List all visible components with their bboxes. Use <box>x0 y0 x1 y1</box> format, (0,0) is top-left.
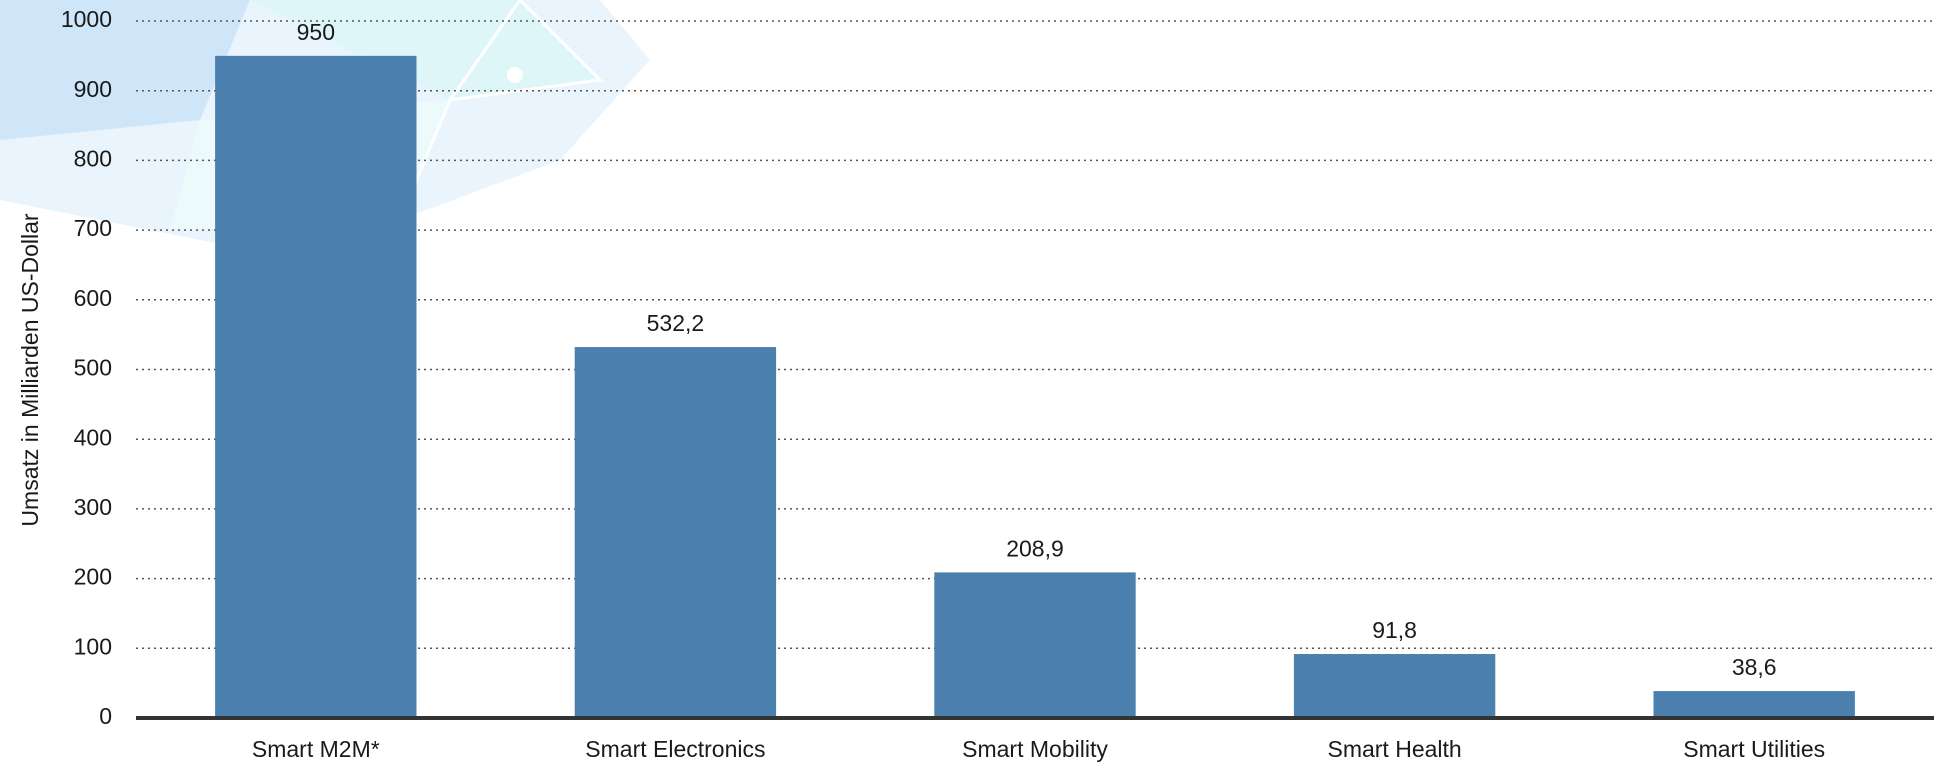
y-tick-label: 300 <box>74 494 112 520</box>
y-tick-label: 400 <box>74 424 112 450</box>
bar <box>574 347 777 718</box>
x-tick-label: Smart M2M* <box>252 736 380 762</box>
bar <box>1293 654 1496 718</box>
y-tick-label: 900 <box>74 76 112 102</box>
x-tick-label: Smart Mobility <box>962 736 1108 762</box>
bar <box>934 572 1136 718</box>
y-tick-label: 0 <box>99 703 112 729</box>
y-tick-label: 100 <box>74 633 112 659</box>
value-label: 208,9 <box>1006 535 1064 561</box>
value-label: 91,8 <box>1372 617 1417 643</box>
y-axis-title: Umsatz in Milliarden US-Dollar <box>17 213 43 526</box>
x-tick-label: Smart Health <box>1327 736 1461 762</box>
value-label: 950 <box>297 19 335 45</box>
y-tick-label: 800 <box>74 145 112 171</box>
value-label: 38,6 <box>1732 654 1777 680</box>
bar <box>215 55 417 719</box>
x-tick-label: Smart Electronics <box>585 736 765 762</box>
y-tick-label: 200 <box>74 564 112 590</box>
y-tick-label: 1000 <box>61 6 112 32</box>
y-tick-label: 500 <box>74 355 112 381</box>
value-label: 532,2 <box>647 310 705 336</box>
bar <box>1653 691 1855 718</box>
y-tick-label: 600 <box>74 285 112 311</box>
y-tick-label: 700 <box>74 215 112 241</box>
x-tick-label: Smart Utilities <box>1683 736 1825 762</box>
